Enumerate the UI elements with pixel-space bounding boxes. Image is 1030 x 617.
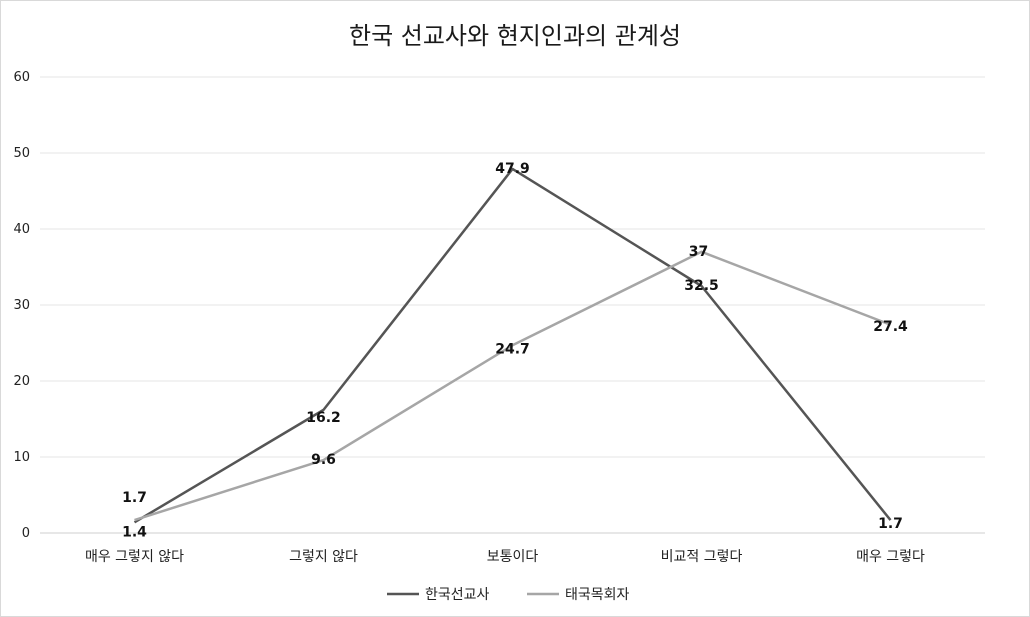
- chart-title: 한국 선교사와 현지인과의 관계성: [349, 22, 681, 50]
- series-line-1: [133, 167, 892, 524]
- data-label: 37: [689, 244, 708, 260]
- x-category-label: 비교적 그렇다: [661, 549, 743, 565]
- data-label: 16.2: [306, 410, 341, 426]
- data-label: 1.7: [878, 516, 903, 532]
- legend: 한국선교사 태국목회자: [387, 587, 630, 603]
- y-tick-label: 0: [22, 526, 30, 541]
- x-category-label: 그렇지 않다: [289, 549, 358, 565]
- data-label: 32.5: [684, 278, 719, 294]
- data-label: 1.7: [122, 490, 147, 506]
- gridlines: [40, 76, 985, 534]
- data-labels: 1.4 16.2 47.9 32.5 1.7 1.7 9.6 24.7 37 27.4: [122, 161, 908, 540]
- x-category-label: 매우 그렇다: [856, 549, 925, 565]
- data-label: 1.4: [122, 524, 147, 540]
- x-category-label: 매우 그렇지 않다: [85, 549, 184, 565]
- y-tick-label: 40: [13, 222, 30, 237]
- x-axis-ticks: 매우 그렇지 않다 그렇지 않다 보통이다 비교적 그렇다 매우 그렇다: [85, 549, 925, 565]
- y-tick-label: 60: [13, 70, 30, 85]
- data-label: 27.4: [873, 319, 908, 335]
- x-category-label: 보통이다: [487, 549, 539, 565]
- y-tick-label: 10: [13, 450, 30, 465]
- legend-label-2: 태국목회자: [565, 587, 630, 603]
- data-label: 9.6: [311, 452, 336, 468]
- y-tick-label: 30: [13, 298, 30, 313]
- y-tick-label: 20: [13, 374, 30, 389]
- series-line-2: [134, 250, 891, 522]
- data-label: 24.7: [495, 341, 530, 357]
- legend-label-1: 한국선교사: [425, 587, 490, 603]
- series-lines: [133, 167, 892, 524]
- y-axis-ticks: 0 10 20 30 40 50 60: [13, 70, 30, 541]
- y-tick-label: 50: [13, 146, 30, 161]
- data-label: 47.9: [495, 161, 530, 177]
